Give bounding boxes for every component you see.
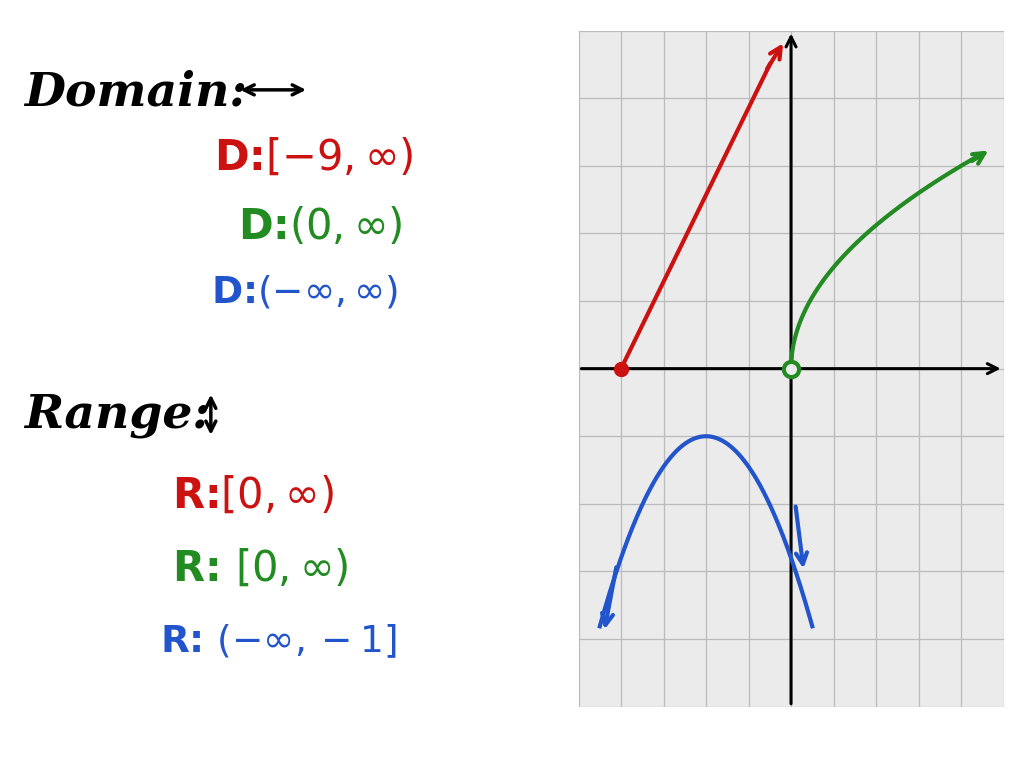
Text: R:$[0,\infty)$: R:$[0,\infty)$: [172, 475, 335, 516]
Text: R: $[0,\infty)$: R: $[0,\infty)$: [172, 548, 349, 589]
Text: R: $(-\infty,-1]$: R: $(-\infty,-1]$: [161, 622, 397, 660]
Text: D:$[-9,\infty)$: D:$[-9,\infty)$: [214, 137, 414, 178]
Text: Domain:: Domain:: [24, 69, 247, 115]
Text: Range:: Range:: [24, 392, 210, 438]
Text: D:$(0,\infty)$: D:$(0,\infty)$: [238, 206, 402, 247]
Text: D:$(-\infty,\infty)$: D:$(-\infty,\infty)$: [211, 273, 398, 310]
